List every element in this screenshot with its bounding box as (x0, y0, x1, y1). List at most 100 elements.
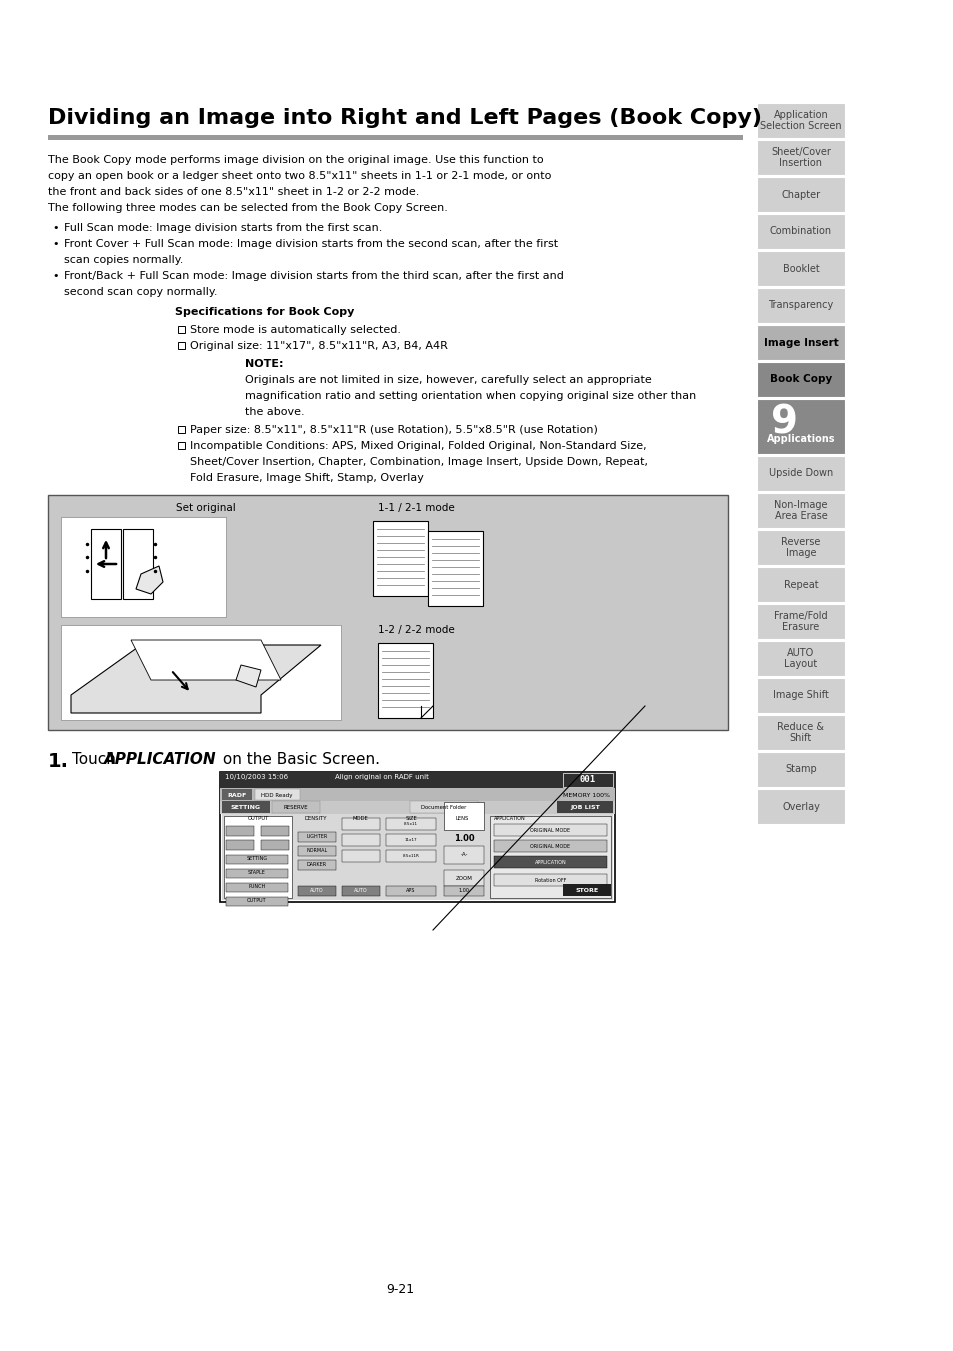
Polygon shape (136, 566, 163, 594)
Bar (494, 857, 606, 867)
Bar (297, 861, 335, 870)
Text: Image Insert: Image Insert (762, 338, 838, 347)
Bar (178, 342, 185, 349)
Bar (178, 442, 185, 449)
Text: Upside Down: Upside Down (768, 469, 832, 478)
Bar (757, 567, 844, 603)
Bar (91, 530, 121, 598)
Text: Sheet/Cover
Insertion: Sheet/Cover Insertion (770, 147, 830, 169)
Bar (757, 288, 844, 323)
Text: HDD Ready: HDD Ready (261, 793, 293, 798)
Text: MODE: MODE (352, 816, 368, 821)
Bar (272, 801, 319, 813)
Text: Book Copy: Book Copy (769, 374, 831, 385)
Polygon shape (71, 644, 320, 713)
Bar (757, 493, 844, 528)
Bar (494, 874, 606, 886)
Text: AUTO: AUTO (310, 889, 323, 893)
Bar (341, 886, 379, 896)
Bar (490, 816, 610, 898)
Bar (386, 850, 436, 862)
Text: 1-2 / 2-2 mode: 1-2 / 2-2 mode (377, 626, 455, 635)
Text: Frame/Fold
Erasure: Frame/Fold Erasure (774, 611, 827, 632)
Text: Front Cover + Full Scan mode: Image division starts from the second scan, after : Front Cover + Full Scan mode: Image divi… (64, 239, 558, 249)
Text: RESERVE: RESERVE (283, 805, 308, 811)
Bar (178, 426, 185, 434)
Text: APS: APS (406, 889, 416, 893)
Bar (757, 640, 844, 676)
Bar (224, 816, 292, 898)
Text: The Book Copy mode performs image division on the original image. Use this funct: The Book Copy mode performs image divisi… (48, 155, 543, 165)
Text: ZOOM: ZOOM (456, 875, 472, 881)
Text: Fold Erasure, Image Shift, Stamp, Overlay: Fold Erasure, Image Shift, Stamp, Overla… (190, 473, 423, 484)
Text: PUNCH: PUNCH (248, 885, 265, 889)
Text: RADF: RADF (227, 793, 247, 798)
Bar (494, 840, 606, 852)
Text: DARKER: DARKER (307, 862, 327, 867)
Bar (226, 840, 253, 850)
Text: MEMORY 100%: MEMORY 100% (562, 793, 609, 798)
Bar (562, 773, 613, 788)
Bar (757, 604, 844, 639)
Text: AUTO
Layout: AUTO Layout (783, 647, 817, 669)
Bar (757, 362, 844, 397)
Text: Rotation OFF: Rotation OFF (535, 878, 565, 882)
Text: SIZE: SIZE (406, 816, 417, 821)
Bar (494, 824, 606, 836)
Bar (757, 753, 844, 788)
Text: OUTPUT: OUTPUT (247, 816, 269, 821)
Bar (757, 678, 844, 713)
Bar (226, 897, 288, 907)
Text: 1.00: 1.00 (454, 834, 474, 843)
Bar (226, 825, 253, 836)
Text: NOTE:: NOTE: (245, 359, 283, 369)
Text: the above.: the above. (245, 407, 304, 417)
Bar (386, 834, 436, 846)
Text: Incompatible Conditions: APS, Mixed Original, Folded Original, Non-Standard Size: Incompatible Conditions: APS, Mixed Orig… (190, 440, 646, 451)
Text: Overlay: Overlay (781, 801, 819, 812)
Bar (757, 103, 844, 138)
Bar (757, 530, 844, 565)
Text: Store mode is automatically selected.: Store mode is automatically selected. (190, 326, 400, 335)
Text: Image Shift: Image Shift (772, 690, 828, 701)
Bar (48, 494, 727, 730)
Bar (48, 135, 742, 141)
Bar (757, 715, 844, 750)
Text: •: • (52, 272, 58, 281)
Bar (297, 886, 335, 896)
Bar (562, 884, 610, 896)
Text: 9-21: 9-21 (386, 1283, 414, 1296)
Text: Application
Selection Screen: Application Selection Screen (760, 109, 841, 131)
Bar (443, 870, 483, 886)
Bar (261, 840, 289, 850)
Text: STAPLE: STAPLE (248, 870, 266, 875)
Text: 001: 001 (579, 775, 596, 785)
Text: Combination: Combination (769, 227, 831, 236)
Bar (386, 886, 436, 896)
Text: Specifications for Book Copy: Specifications for Book Copy (174, 307, 354, 317)
Bar (443, 886, 483, 896)
Text: Original size: 11"x17", 8.5"x11"R, A3, B4, A4R: Original size: 11"x17", 8.5"x11"R, A3, B… (190, 340, 447, 351)
Bar (443, 802, 483, 830)
Text: magnification ratio and setting orientation when copying original size other tha: magnification ratio and setting orientat… (245, 390, 696, 401)
Text: Reduce &
Shift: Reduce & Shift (777, 721, 823, 743)
Text: Reverse
Image: Reverse Image (781, 536, 820, 558)
Text: SETTING: SETTING (246, 857, 267, 862)
Bar (226, 855, 288, 865)
Text: Paper size: 8.5"x11", 8.5"x11"R (use Rotation), 5.5"x8.5"R (use Rotation): Paper size: 8.5"x11", 8.5"x11"R (use Rot… (190, 426, 598, 435)
Text: the front and back sides of one 8.5"x11" sheet in 1-2 or 2-2 mode.: the front and back sides of one 8.5"x11"… (48, 186, 419, 197)
Text: copy an open book or a ledger sheet onto two 8.5"x11" sheets in 1-1 or 2-1 mode,: copy an open book or a ledger sheet onto… (48, 172, 551, 181)
Polygon shape (131, 640, 281, 680)
Text: SETTING: SETTING (231, 805, 261, 811)
Text: Transparency: Transparency (767, 300, 833, 311)
Bar (557, 801, 613, 813)
Bar (443, 846, 483, 865)
Bar (757, 457, 844, 490)
Text: DENSITY: DENSITY (304, 816, 327, 821)
Bar (757, 326, 844, 359)
Text: LIGHTER: LIGHTER (306, 835, 327, 839)
Text: 8.5x11R: 8.5x11R (402, 854, 419, 858)
Text: 1.: 1. (48, 753, 69, 771)
Bar (123, 530, 152, 598)
Bar (226, 869, 288, 878)
